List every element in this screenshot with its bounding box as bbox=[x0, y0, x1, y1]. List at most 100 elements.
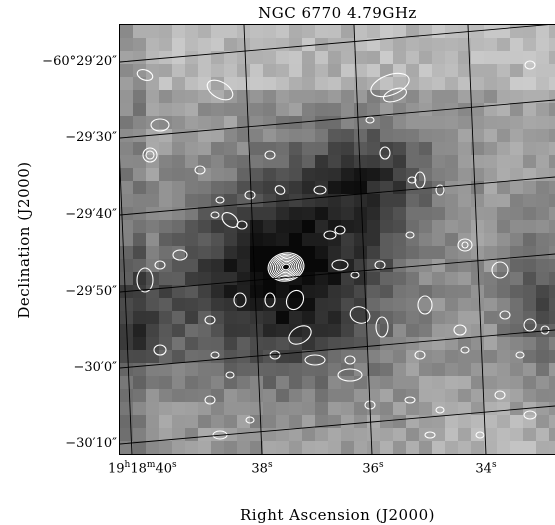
image-pixel bbox=[159, 272, 173, 286]
image-pixel bbox=[172, 337, 186, 351]
image-pixel bbox=[224, 51, 238, 65]
ra-tick-label: 34s bbox=[475, 460, 497, 477]
image-pixel bbox=[289, 454, 303, 455]
image-pixel bbox=[432, 77, 446, 91]
image-pixel bbox=[458, 207, 472, 221]
image-pixel bbox=[315, 259, 329, 273]
image-pixel bbox=[289, 402, 303, 416]
image-pixel bbox=[211, 363, 225, 377]
image-pixel bbox=[497, 402, 511, 416]
image-pixel bbox=[471, 376, 485, 390]
image-pixel bbox=[419, 90, 433, 104]
image-pixel bbox=[471, 64, 485, 78]
image-pixel bbox=[380, 324, 394, 338]
image-pixel bbox=[523, 272, 537, 286]
image-pixel bbox=[484, 350, 498, 364]
image-pixel bbox=[276, 168, 290, 182]
image-pixel bbox=[471, 441, 485, 455]
image-pixel bbox=[354, 454, 368, 455]
image-pixel bbox=[367, 142, 381, 156]
image-pixel bbox=[341, 311, 355, 325]
image-pixel bbox=[302, 402, 316, 416]
contour-line bbox=[276, 259, 296, 275]
image-pixel bbox=[289, 207, 303, 221]
image-pixel bbox=[406, 363, 420, 377]
image-pixel bbox=[224, 64, 238, 78]
image-pixel bbox=[406, 64, 420, 78]
image-pixel bbox=[484, 220, 498, 234]
image-pixel bbox=[484, 181, 498, 195]
image-pixel bbox=[497, 350, 511, 364]
image-pixel bbox=[159, 402, 173, 416]
image-pixel bbox=[276, 38, 290, 52]
image-pixel bbox=[328, 324, 342, 338]
image-pixel bbox=[536, 64, 550, 78]
image-pixel bbox=[341, 90, 355, 104]
image-pixel bbox=[341, 428, 355, 442]
image-pixel bbox=[393, 207, 407, 221]
image-pixel bbox=[198, 90, 212, 104]
image-pixel bbox=[341, 272, 355, 286]
image-pixel bbox=[185, 337, 199, 351]
image-pixel bbox=[549, 415, 555, 429]
image-pixel bbox=[393, 51, 407, 65]
image-pixel bbox=[120, 428, 134, 442]
image-pixel bbox=[536, 194, 550, 208]
image-pixel bbox=[432, 246, 446, 260]
image-pixel bbox=[185, 64, 199, 78]
image-pixel bbox=[380, 116, 394, 130]
image-pixel bbox=[497, 298, 511, 312]
image-pixel bbox=[497, 116, 511, 130]
image-pixel bbox=[510, 272, 524, 286]
coordinate-grid bbox=[120, 25, 555, 455]
image-pixel bbox=[133, 77, 147, 91]
image-pixel bbox=[302, 311, 316, 325]
image-pixel bbox=[120, 389, 134, 403]
image-pixel bbox=[198, 259, 212, 273]
contour-line bbox=[524, 60, 536, 70]
image-pixel bbox=[393, 103, 407, 117]
image-pixel bbox=[198, 376, 212, 390]
image-pixel bbox=[341, 38, 355, 52]
image-pixel bbox=[224, 324, 238, 338]
image-pixel bbox=[172, 90, 186, 104]
image-pixel bbox=[393, 259, 407, 273]
image-pixel bbox=[211, 168, 225, 182]
image-pixel bbox=[419, 272, 433, 286]
image-pixel bbox=[185, 259, 199, 273]
image-pixel bbox=[211, 181, 225, 195]
image-pixel bbox=[380, 298, 394, 312]
image-pixel bbox=[289, 64, 303, 78]
image-pixel bbox=[185, 207, 199, 221]
contour-line bbox=[215, 196, 225, 204]
image-pixel bbox=[458, 376, 472, 390]
image-pixel bbox=[133, 207, 147, 221]
image-pixel bbox=[367, 298, 381, 312]
image-pixel bbox=[354, 129, 368, 143]
image-pixel bbox=[432, 51, 446, 65]
image-pixel bbox=[289, 220, 303, 234]
image-pixel bbox=[354, 77, 368, 91]
image-pixel bbox=[250, 25, 264, 39]
contour-line bbox=[204, 315, 216, 325]
image-pixel bbox=[549, 389, 555, 403]
image-pixel bbox=[133, 142, 147, 156]
image-pixel bbox=[133, 389, 147, 403]
image-pixel bbox=[302, 285, 316, 299]
image-pixel bbox=[237, 402, 251, 416]
contour-line bbox=[375, 316, 389, 338]
image-pixel bbox=[315, 389, 329, 403]
image-pixel bbox=[237, 311, 251, 325]
image-pixel bbox=[172, 103, 186, 117]
image-pixel bbox=[497, 155, 511, 169]
image-pixel bbox=[250, 272, 264, 286]
image-pixel bbox=[146, 324, 160, 338]
image-pixel bbox=[133, 233, 147, 247]
image-pixel bbox=[302, 363, 316, 377]
image-pixel bbox=[224, 454, 238, 455]
image-pixel bbox=[523, 103, 537, 117]
image-pixel bbox=[458, 298, 472, 312]
image-pixel bbox=[198, 441, 212, 455]
image-pixel bbox=[484, 51, 498, 65]
image-pixel bbox=[276, 363, 290, 377]
